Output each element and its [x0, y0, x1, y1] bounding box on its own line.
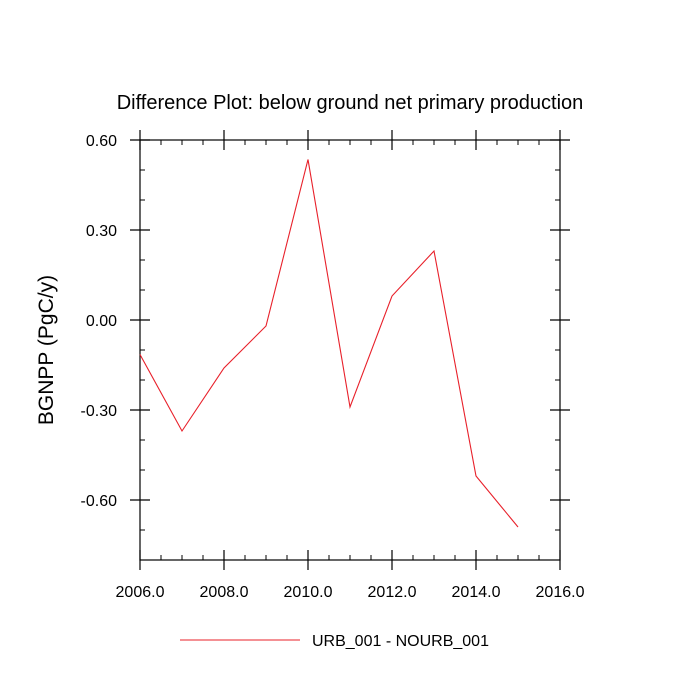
plot-frame — [139, 139, 561, 561]
series-layer — [139, 159, 519, 528]
y-tick-label: -0.30 — [81, 403, 118, 420]
x-tick-label: 2014.0 — [452, 584, 501, 601]
legend: URB_001 - NOURB_001 — [180, 633, 489, 650]
y-tick-label: -0.60 — [81, 493, 118, 510]
legend-label: URB_001 - NOURB_001 — [312, 633, 489, 650]
x-tick-labels: 2006.0 2008.0 2010.0 2012.0 2014.0 2016.0 — [116, 584, 585, 601]
y-tick-label: 0.00 — [86, 313, 117, 330]
x-tick-label: 2008.0 — [200, 584, 249, 601]
x-tick-label: 2010.0 — [284, 584, 333, 601]
major-ticks — [130, 130, 570, 570]
y-axis-label: BGNPP (PgC/y) — [35, 275, 58, 425]
series-line — [139, 159, 519, 528]
y-tick-label: 0.30 — [86, 223, 117, 240]
x-tick-label: 2016.0 — [536, 584, 585, 601]
minor-ticks — [139, 139, 561, 561]
x-tick-label: 2006.0 — [116, 584, 165, 601]
x-tick-label: 2012.0 — [368, 584, 417, 601]
chart-title: Difference Plot: below ground net primar… — [117, 92, 584, 114]
y-tick-label: 0.60 — [86, 133, 117, 150]
y-tick-labels: 0.60 0.30 0.00 -0.30 -0.60 — [81, 133, 118, 510]
